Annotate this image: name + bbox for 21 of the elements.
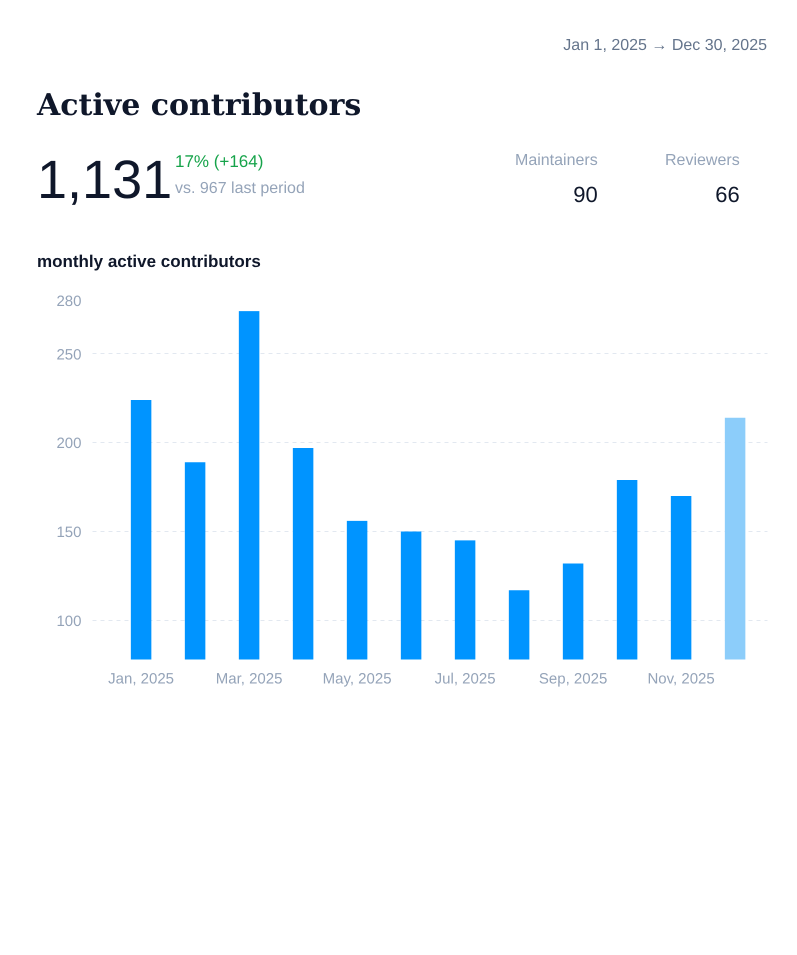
y-tick-label: 100 [56, 612, 82, 630]
text: 66 [714, 180, 740, 209]
y-tick-label: 280 [56, 293, 82, 310]
y-tick-label: 200 [56, 435, 82, 452]
x-tick-label: May, 2025 [322, 670, 392, 688]
text: Reviewers [665, 151, 740, 171]
y-tick-label: 150 [56, 524, 82, 542]
text: 17% (+164) [175, 151, 264, 173]
text: 1,131 [37, 150, 172, 210]
y-tick-label: 250 [56, 346, 82, 364]
chart-subtitle: monthly active contributors [37, 251, 261, 273]
text: Maintainers [515, 151, 598, 171]
text: vs. 967 last period [175, 179, 305, 200]
x-tick-label: Sep, 2025 [538, 670, 608, 688]
chart-title: Active contributors [37, 87, 362, 125]
x-tick-label: Mar, 2025 [216, 670, 282, 688]
text: Jan 1, 2025 → Dec 30, 2025 [562, 36, 767, 56]
x-tick-label: Nov, 2025 [647, 670, 715, 688]
x-tick-label: Jan, 2025 [108, 670, 174, 688]
text: 90 [572, 180, 598, 209]
x-tick-label: Jul, 2025 [434, 670, 496, 688]
